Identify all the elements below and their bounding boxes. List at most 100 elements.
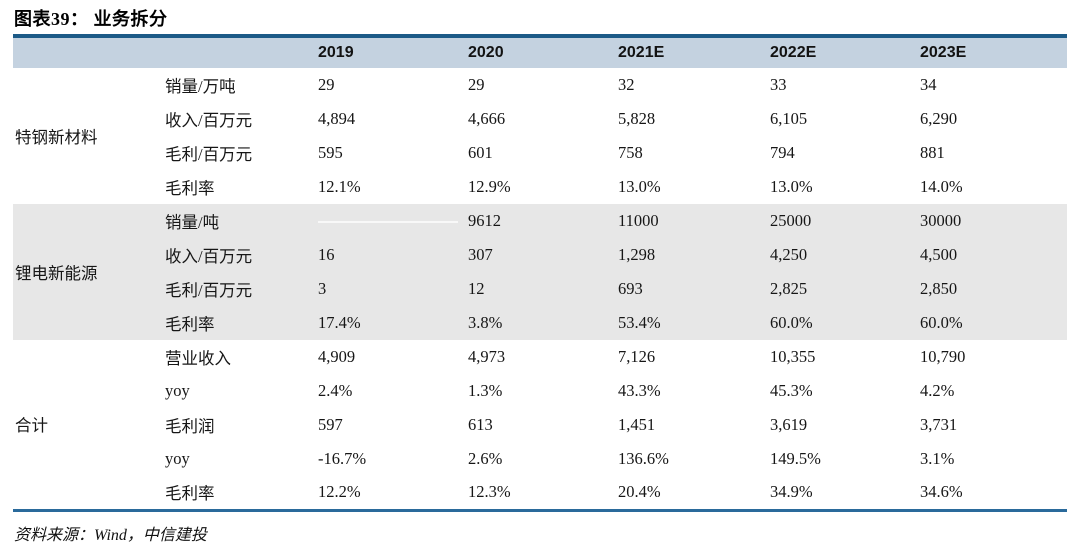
value-cell: 34.6% [920,482,963,502]
value-cell: 3.1% [920,449,955,468]
value-cell: 613 [468,415,493,434]
metric-label: yoy [165,449,190,468]
table-row: 毛利率 12.2% 12.3% 20.4% 34.9% 34.6% [13,476,1067,510]
value-cell: 136.6% [618,449,669,468]
metric-label: 毛利率 [165,306,318,340]
value-cell: 3,731 [920,415,958,434]
metric-label: 销量/万吨 [165,77,236,96]
value-cell: 34.9% [770,482,813,502]
value-cell: 307 [468,238,618,272]
value-cell: 3.8% [468,306,618,340]
section-label: 锂电新能源 [13,204,165,340]
value-cell: 601 [468,143,493,162]
value-cell: 881 [920,143,945,162]
year-header: 2019 [318,36,468,68]
year-header: 2021E [618,36,770,68]
value-cell: 60.0% [920,306,1067,340]
table-row: yoy -16.7% 2.6% 136.6% 149.5% 3.1% [13,442,1067,476]
value-cell: 4,909 [318,347,356,366]
value-cell: 149.5% [770,449,821,468]
value-cell [318,204,468,238]
empty-cell-line [318,221,458,224]
metric-label: 营业收入 [165,349,231,368]
metric-label: 毛利率 [165,179,215,198]
table-row: yoy 2.4% 1.3% 43.3% 45.3% 4.2% [13,374,1067,408]
value-cell: 9612 [468,204,618,238]
section-label: 合计 [15,416,48,436]
year-header: 2023E [920,36,1067,68]
value-cell: 14.0% [920,177,963,196]
value-cell: 45.3% [770,381,813,400]
business-breakdown-table: 2019 2020 2021E 2022E 2023E 特钢新材料 销量/万吨 29… [13,34,1067,512]
metric-label: 毛利/百万元 [165,272,318,306]
value-cell: 12.3% [468,482,511,502]
value-cell: 30000 [920,204,1067,238]
value-cell: 4,666 [468,109,506,128]
table-row: 特钢新材料 销量/万吨 29 29 32 33 34 [13,68,1067,147]
table-row: 锂电新能源 销量/吨 9612 11000 25000 30000 [13,204,1067,340]
metric-label: 销量/吨 [165,204,318,238]
value-cell: 29 [468,75,485,94]
table-row: 合计 营业收入 4,909 4,973 7,126 10,355 10,790 [13,340,1067,435]
value-cell: 4,500 [920,238,1067,272]
value-cell: 53.4% [618,306,770,340]
metric-label: 毛利润 [165,417,215,436]
header-spacer-metric [165,36,318,68]
value-cell: 32 [618,75,635,94]
value-cell: 4,894 [318,109,356,128]
value-cell: 4,250 [770,238,920,272]
value-cell: 10,790 [920,347,966,366]
value-cell: 10,355 [770,347,816,366]
value-cell: 13.0% [770,177,813,196]
value-cell: 25000 [770,204,920,238]
value-cell: 20.4% [618,482,661,502]
value-cell: 2,850 [920,272,1067,306]
value-cell: 3,619 [770,415,808,434]
value-cell: 4.2% [920,381,955,400]
value-cell: 3 [318,272,468,306]
value-cell: 1.3% [468,381,503,400]
header-spacer-section [13,36,165,68]
value-cell: 43.3% [618,381,661,400]
value-cell: 758 [618,143,643,162]
metric-label: 收入/百万元 [165,111,253,130]
value-cell: 2.6% [468,449,503,468]
year-header: 2022E [770,36,920,68]
table-row: 毛利率 17.4% 3.8% 53.4% 60.0% 60.0% [13,306,1067,340]
metric-label: 毛利率 [165,484,215,504]
metric-label: 收入/百万元 [165,238,318,272]
source-note: 资料来源：Wind，中信建投 [14,527,207,544]
value-cell: 597 [318,415,343,434]
value-cell: 6,290 [920,109,958,128]
value-cell: 2.4% [318,381,353,400]
value-cell: 12.1% [318,177,361,196]
section-label: 特钢新材料 [15,128,98,147]
value-cell: 5,828 [618,109,656,128]
table-row: 收入/百万元 16 307 1,298 4,250 4,500 [13,238,1067,272]
value-cell: 595 [318,143,343,162]
value-cell: 693 [618,272,770,306]
value-cell: 17.4% [318,306,468,340]
value-cell: 12.9% [468,177,511,196]
value-cell: 1,451 [618,415,656,434]
value-cell: 11000 [618,204,770,238]
figure-title: 图表39： 业务拆分 [14,9,168,29]
value-cell: 12.2% [318,482,361,502]
metric-label: yoy [165,381,190,400]
table-row: 毛利/百万元 3 12 693 2,825 2,850 [13,272,1067,306]
value-cell: 7,126 [618,347,656,366]
year-header: 2020 [468,36,618,68]
value-cell: 1,298 [618,238,770,272]
value-cell: 29 [318,75,335,94]
table-row: 毛利率 12.1% 12.9% 13.0% 13.0% 14.0% [13,170,1067,204]
table-row: 毛利润 597 613 1,451 3,619 3,731 [13,408,1067,442]
value-cell: 794 [770,143,795,162]
value-cell: 60.0% [770,306,920,340]
metric-label: 毛利/百万元 [165,145,253,164]
value-cell: -16.7% [318,449,367,468]
table-row: 收入/百万元 4,894 4,666 5,828 6,105 6,290 [13,102,1067,136]
value-cell: 12 [468,272,618,306]
value-cell: 16 [318,238,468,272]
value-cell: 4,973 [468,347,506,366]
